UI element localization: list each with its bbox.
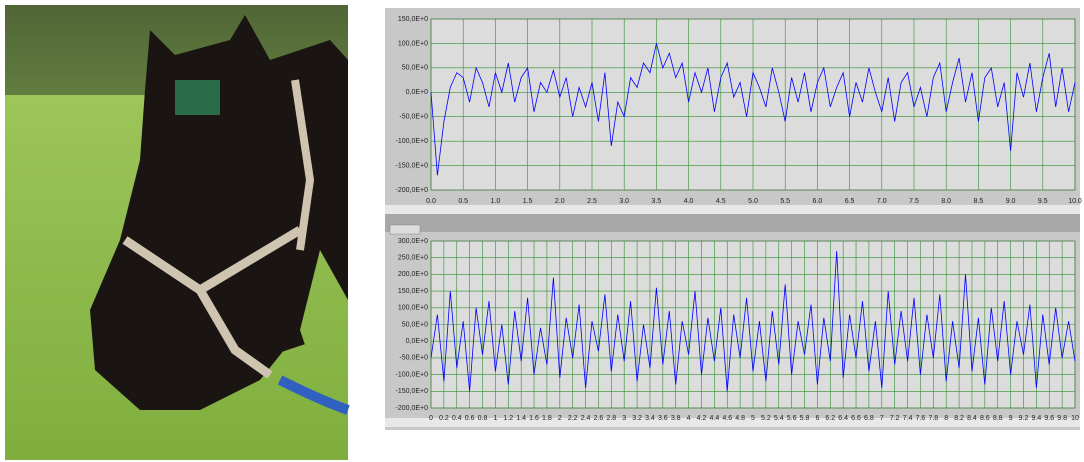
x-tick-label: 8.0 [941,198,951,205]
y-tick-label: 150,0E+0 [398,16,428,23]
x-tick-label: 3.8 [671,415,681,422]
x-tick-label: 1.2 [503,415,513,422]
x-tick-label: 2.6 [594,415,604,422]
x-tick-label: 3.6 [658,415,668,422]
y-tick-label: 200,0E+0 [398,271,428,278]
signal-line [430,43,1076,176]
x-tick-label: 2.2 [568,415,578,422]
x-tick-label: 7.6 [916,415,926,422]
y-tick-label: -100,0E+0 [396,371,429,378]
x-tick-label: 6.0 [813,198,823,205]
x-tick-label: 5 [751,415,755,422]
horse-photo [5,5,350,460]
x-tick-label: 3.0 [619,198,629,205]
x-tick-label: 1 [493,415,497,422]
y-tick-label: 150,0E+0 [398,288,428,295]
x-tick-label: 6.6 [851,415,861,422]
y-tick-label: 0,0E+0 [406,89,428,96]
x-tick-label: 0.5 [458,198,468,205]
x-tick-label: 10.0 [1068,198,1082,205]
x-tick-label: 3.4 [645,415,655,422]
x-tick-label: 5.5 [780,198,790,205]
x-tick-label: 7.4 [903,415,913,422]
x-tick-label: 6.2 [825,415,835,422]
x-tick-label: 1.4 [516,415,526,422]
x-tick-label: 8.6 [980,415,990,422]
y-tick-label: 100,0E+0 [398,305,428,312]
x-tick-label: 6.8 [864,415,874,422]
x-tick-label: 5.8 [800,415,810,422]
x-tick-label: 0.0 [426,198,436,205]
x-tick-label: 3.5 [652,198,662,205]
x-tick-label: 5.6 [787,415,797,422]
x-tick-label: 9.2 [1019,415,1029,422]
y-tick-label: -100,0E+0 [396,138,429,145]
x-tick-label: 1.8 [542,415,552,422]
x-tick-label: 1.0 [491,198,501,205]
x-tick-label: 0.8 [478,415,488,422]
x-tick-label: 0.2 [439,415,449,422]
x-tick-label: 4.6 [722,415,732,422]
x-tick-label: 9.5 [1038,198,1048,205]
x-tick-label: 5.0 [748,198,758,205]
x-tick-label: 7.0 [877,198,887,205]
x-tick-label: 1.6 [529,415,539,422]
y-tick-label: -50,0E+0 [399,355,428,362]
x-tick-label: 0 [429,415,433,422]
y-tick-label: -150,0E+0 [396,162,429,169]
x-tick-label: 10 [1071,415,1079,422]
x-tick-label: 8.5 [974,198,984,205]
y-tick-label: 250,0E+0 [398,255,428,262]
x-tick-label: 2.0 [555,198,565,205]
x-tick-label: 6.4 [838,415,848,422]
y-tick-label: -50,0E+0 [399,114,428,121]
x-tick-label: 3.2 [632,415,642,422]
y-tick-label: 50,0E+0 [402,65,428,72]
y-tick-label: -150,0E+0 [396,388,429,395]
x-tick-label: 4.4 [709,415,719,422]
x-tick-label: 7.8 [928,415,938,422]
x-tick-label: 0.4 [452,415,462,422]
x-tick-label: 2.5 [587,198,597,205]
x-tick-label: 4.5 [716,198,726,205]
x-tick-label: 7 [880,415,884,422]
x-tick-label: 9.0 [1006,198,1016,205]
x-tick-label: 5.2 [761,415,771,422]
x-tick-label: 8.8 [993,415,1003,422]
x-tick-label: 1.5 [523,198,533,205]
x-tick-label: 6.5 [845,198,855,205]
x-tick-label: 5.4 [774,415,784,422]
x-tick-label: 8.2 [954,415,964,422]
x-tick-label: 7.2 [890,415,900,422]
x-tick-label: 3 [622,415,626,422]
x-tick-label: 7.5 [909,198,919,205]
x-tick-label: 4.8 [735,415,745,422]
x-tick-label: 6 [815,415,819,422]
y-tick-label: 300,0E+0 [398,238,428,245]
x-tick-label: 4.0 [684,198,694,205]
y-tick-label: 50,0E+0 [402,321,428,328]
x-tick-label: 0.6 [465,415,475,422]
x-tick-label: 2.8 [606,415,616,422]
y-tick-label: -200,0E+0 [396,187,429,194]
x-tick-label: 9.4 [1031,415,1041,422]
y-tick-label: 100,0E+0 [398,40,428,47]
signal-line [430,250,1076,392]
y-tick-label: -200,0E+0 [396,405,429,412]
x-tick-label: 2.4 [581,415,591,422]
x-tick-label: 4 [687,415,691,422]
x-tick-label: 8.4 [967,415,977,422]
x-tick-label: 9 [1009,415,1013,422]
x-tick-label: 9.8 [1057,415,1067,422]
x-tick-label: 4.2 [697,415,707,422]
x-tick-label: 8 [944,415,948,422]
x-tick-label: 2 [558,415,562,422]
y-tick-label: 0,0E+0 [406,338,428,345]
x-tick-label: 9.6 [1044,415,1054,422]
